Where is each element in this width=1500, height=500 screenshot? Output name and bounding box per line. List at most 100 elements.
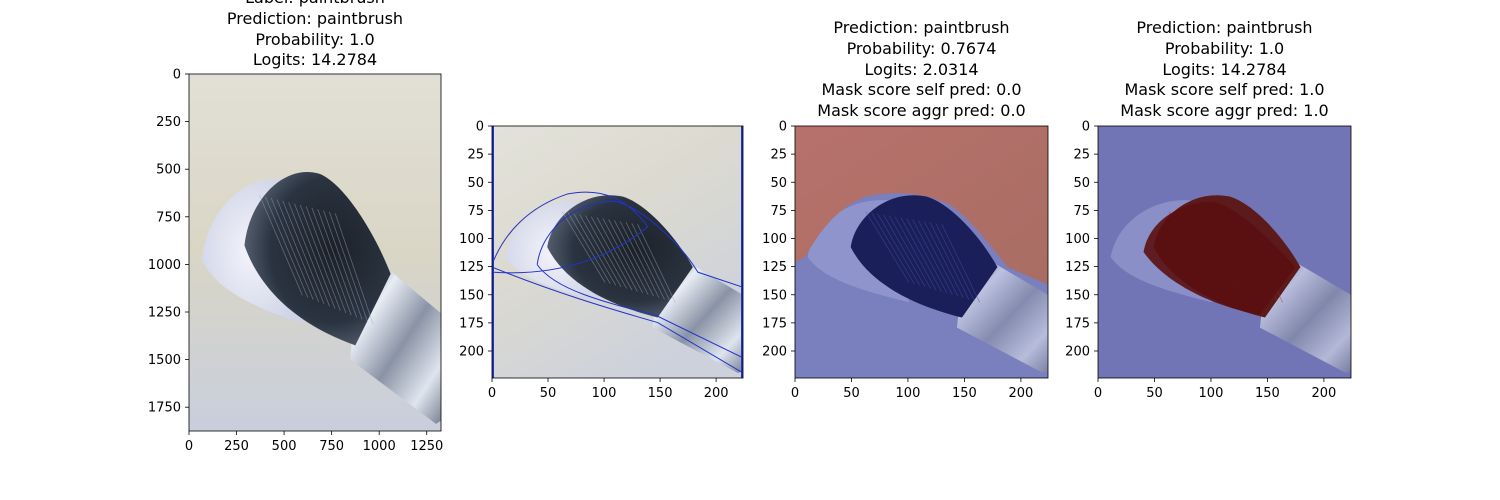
- mask-overlay-region: [795, 126, 1048, 285]
- bristle-strand: [871, 212, 915, 284]
- y-tick-label: 500: [156, 163, 181, 178]
- bristle-strand: [941, 224, 981, 303]
- x-tick-label: 150: [1255, 386, 1280, 401]
- y-tick-label: 75: [770, 204, 787, 219]
- bristle-strand: [918, 220, 959, 297]
- x-tick-label: 150: [952, 386, 977, 401]
- y-tick-label: 125: [1065, 260, 1090, 275]
- panel-4-title-line: Probability: 1.0: [1164, 38, 1285, 58]
- y-tick-label: 100: [762, 232, 787, 247]
- bristle-strand: [590, 216, 633, 291]
- x-tick-label: 50: [540, 386, 557, 401]
- y-tick-label: 25: [770, 148, 787, 163]
- panel-3-frame: [794, 125, 1049, 379]
- bristle-strand: [585, 215, 627, 289]
- panel-3-title-line: Mask score self pred: 0.0: [821, 80, 1022, 100]
- panel-3-title: Prediction: paintbrush Probability: 0.76…: [795, 18, 1048, 122]
- bristle-strand: [923, 221, 964, 298]
- x-tick-label: 1000: [363, 439, 396, 454]
- bristle-strand: [270, 197, 314, 300]
- y-tick-label: 200: [762, 345, 787, 360]
- y-tick-label: 200: [1065, 345, 1090, 360]
- bristle-strand: [906, 218, 948, 294]
- x-tick-label: 200: [1311, 386, 1336, 401]
- y-tick-label: 100: [459, 232, 484, 247]
- y-tick-label: 1750: [148, 401, 181, 416]
- y-tick-label: 250: [156, 115, 181, 130]
- y-tick-label: 25: [1073, 148, 1090, 163]
- saliency-contour: [492, 266, 743, 374]
- bristle-strand: [877, 213, 921, 286]
- bristle-strand: [305, 206, 347, 314]
- bristle-strand: [614, 220, 654, 297]
- y-tick-label: 1000: [148, 258, 181, 273]
- x-tick-label: 750: [319, 439, 344, 454]
- bristle-strand: [608, 219, 649, 295]
- panel-1-title-line: Logits: 14.2784: [252, 50, 378, 70]
- panel-2-image: [492, 126, 743, 378]
- bristle-strand: [637, 224, 676, 303]
- y-tick-label: 750: [156, 210, 181, 225]
- panel-1-title-line: Label: paintbrush: [189, 0, 441, 9]
- panel-4-title: Prediction: paintbrush Probability: 1.0 …: [1098, 18, 1351, 122]
- panel-1-image: [189, 74, 441, 431]
- x-tick-label: 0: [1094, 386, 1102, 401]
- bristle-strand: [912, 219, 953, 295]
- panel-4-title-line: Mask score aggr pred: 1.0: [1120, 101, 1329, 121]
- y-tick-label: 150: [459, 288, 484, 303]
- x-tick-label: 50: [1146, 386, 1163, 401]
- panel-3-title-line: Prediction: paintbrush: [833, 18, 1010, 37]
- bristle-strand: [631, 223, 671, 302]
- panel-4-title-line: Logits: 14.2784: [1162, 59, 1287, 79]
- bristle-strand: [602, 218, 644, 294]
- bristle-strand: [888, 215, 931, 289]
- panel-3-title-line: Probability: 0.7674: [846, 38, 997, 58]
- bristle-strand: [596, 217, 638, 292]
- x-tick-label: 100: [592, 386, 617, 401]
- x-tick-label: 50: [843, 386, 860, 401]
- y-tick-label: 100: [1065, 232, 1090, 247]
- bristle-strand: [334, 213, 374, 325]
- x-tick-label: 100: [1199, 386, 1224, 401]
- bristle-strand: [619, 221, 660, 298]
- y-tick-label: 175: [459, 316, 484, 331]
- bristle-strand: [561, 211, 606, 283]
- bristle-strand: [865, 211, 910, 283]
- panel-2-frame: [491, 125, 744, 379]
- x-tick-label: 1250: [410, 439, 443, 454]
- y-tick-label: 0: [1082, 120, 1090, 135]
- y-tick-label: 1500: [148, 353, 181, 368]
- y-tick-label: 75: [467, 204, 484, 219]
- y-tick-label: 125: [762, 260, 787, 275]
- saliency-contour: [536, 201, 743, 359]
- panel-1-frame: [188, 73, 442, 432]
- y-tick-label: 0: [173, 68, 181, 83]
- bristle-strand: [625, 222, 665, 300]
- brush-bristles: [547, 195, 693, 318]
- bristle-strand: [929, 222, 970, 300]
- bristle-strand: [317, 208, 358, 318]
- x-tick-label: 0: [185, 439, 193, 454]
- x-tick-label: 200: [1008, 386, 1033, 401]
- panel-1-title-line: Probability: 1.0: [255, 29, 375, 49]
- x-tick-label: 250: [224, 439, 249, 454]
- x-tick-label: 100: [896, 386, 921, 401]
- panel-3-title-line: Logits: 2.0314: [864, 59, 979, 79]
- y-tick-label: 25: [467, 148, 484, 163]
- bristle-strand: [259, 195, 303, 296]
- bristle-strand: [288, 202, 330, 307]
- bristle-strand: [276, 199, 320, 303]
- y-tick-label: 125: [459, 260, 484, 275]
- bristle-strand: [328, 211, 368, 322]
- panel-4-title-line: Prediction: paintbrush: [1136, 18, 1313, 37]
- y-tick-label: 75: [1073, 204, 1090, 219]
- panel-4-frame: [1097, 125, 1352, 379]
- mask-overlay-region: [1143, 201, 1296, 315]
- x-tick-label: 0: [488, 386, 496, 401]
- y-tick-label: 50: [467, 176, 484, 191]
- x-tick-label: 150: [648, 386, 673, 401]
- y-tick-label: 175: [1065, 316, 1090, 331]
- bristle-strand: [294, 203, 336, 309]
- panel-4-title-line: Mask score self pred: 1.0: [1124, 80, 1325, 100]
